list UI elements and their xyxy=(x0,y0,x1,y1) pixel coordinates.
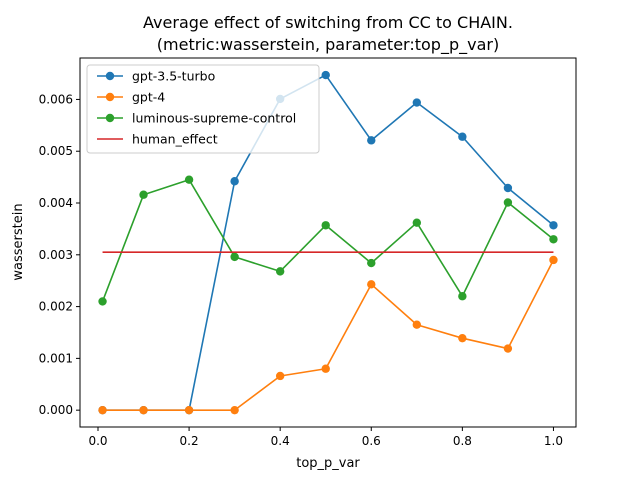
x-axis: 0.0 0.2 0.4 0.6 0.8 1.0 xyxy=(88,427,563,448)
data-point-luminous-supreme-control xyxy=(230,252,239,262)
data-point-gpt-4 xyxy=(458,333,467,343)
legend-marker xyxy=(105,113,115,123)
data-point-gpt-3-5-turbo xyxy=(367,136,376,145)
data-point-gpt-3-5-turbo xyxy=(412,98,422,107)
y-axis-label: wasserstein xyxy=(11,203,26,280)
x-tick-label: 1.0 xyxy=(544,434,563,448)
legend-box xyxy=(86,64,320,154)
chart-title: Average effect of switching from CC to C… xyxy=(143,13,513,32)
data-point-gpt-4 xyxy=(139,405,148,415)
series-layer xyxy=(98,70,558,415)
y-tick-label: 0.006 xyxy=(39,92,73,106)
legend-label: gpt-3.5-turbo xyxy=(132,69,215,84)
data-point-luminous-supreme-control xyxy=(139,190,148,199)
data-point-gpt-3-5-turbo xyxy=(321,70,330,80)
legend-label: luminous-supreme-control xyxy=(132,111,296,126)
x-tick-label: 0.2 xyxy=(180,434,199,448)
data-point-luminous-supreme-control xyxy=(275,267,285,276)
data-point-luminous-supreme-control xyxy=(458,292,467,301)
data-point-luminous-supreme-control xyxy=(98,297,107,306)
chart-subtitle: (metric:wasserstein, parameter:top_p_var… xyxy=(157,35,499,55)
x-tick-label: 0.8 xyxy=(453,434,472,448)
y-tick-label: 0.001 xyxy=(39,351,73,365)
data-point-gpt-4 xyxy=(412,320,422,329)
y-tick-label: 0.000 xyxy=(39,403,73,417)
data-point-gpt-3-5-turbo xyxy=(230,177,239,186)
data-point-luminous-supreme-control xyxy=(321,221,330,230)
legend-label: human_effect xyxy=(132,132,218,147)
data-point-gpt-4 xyxy=(98,405,107,415)
data-point-luminous-supreme-control xyxy=(184,175,194,184)
x-tick-label: 0.6 xyxy=(362,434,381,448)
data-point-gpt-4 xyxy=(503,344,513,353)
data-point-gpt-3-5-turbo xyxy=(549,221,558,230)
legend-label: gpt-4 xyxy=(132,90,165,105)
data-point-gpt-4 xyxy=(367,280,376,289)
data-point-gpt-3-5-turbo xyxy=(503,183,513,193)
legend: gpt-3.5-turbo gpt-4 luminous-supreme-contr… xyxy=(86,64,320,154)
legend-marker xyxy=(105,71,115,81)
y-tick-label: 0.003 xyxy=(39,248,73,262)
x-tick-label: 0.4 xyxy=(271,434,290,448)
y-axis: 0.000 0.001 0.002 0.003 0.004 0.005 0.006 xyxy=(39,92,80,417)
data-point-gpt-4 xyxy=(230,405,239,415)
legend-marker xyxy=(105,92,115,102)
data-point-luminous-supreme-control xyxy=(549,235,558,244)
data-point-gpt-4 xyxy=(275,371,285,381)
data-point-luminous-supreme-control xyxy=(367,258,376,268)
data-point-gpt-4 xyxy=(184,405,194,415)
x-axis-label: top_p_var xyxy=(296,456,360,471)
data-point-luminous-supreme-control xyxy=(412,218,422,227)
data-point-gpt-4 xyxy=(321,364,330,373)
data-point-gpt-3-5-turbo xyxy=(458,132,467,141)
plot-frame xyxy=(79,57,577,428)
x-tick-label: 0.0 xyxy=(88,434,107,448)
data-point-luminous-supreme-control xyxy=(503,198,513,207)
y-tick-label: 0.004 xyxy=(39,196,73,210)
y-tick-label: 0.002 xyxy=(39,300,73,314)
data-point-gpt-4 xyxy=(549,255,558,265)
y-tick-label: 0.005 xyxy=(39,144,73,158)
